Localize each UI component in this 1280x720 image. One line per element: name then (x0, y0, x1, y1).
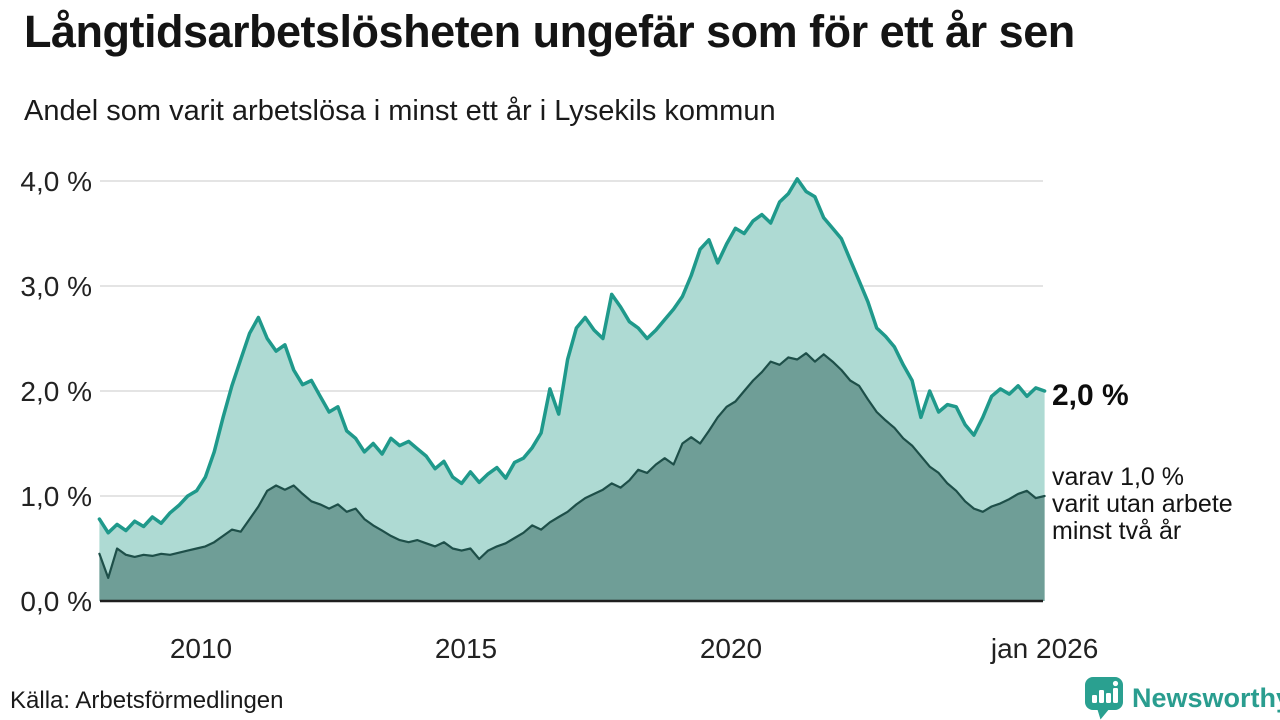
y-tick-label: 1,0 % (20, 481, 92, 512)
x-tick-label: 2015 (435, 633, 497, 664)
page-subtitle: Andel som varit arbetslösa i minst ett å… (24, 95, 776, 127)
newsworthy-logo-text: Newsworthy (1132, 682, 1280, 713)
y-tick-label: 4,0 % (20, 166, 92, 197)
series-end-sublabel: varav 1,0 % varit utan arbete minst två … (1052, 463, 1233, 545)
x-tick-label: 2010 (170, 633, 232, 664)
x-tick-label: jan 2026 (990, 633, 1098, 664)
series-line-minst-tva-ar (98, 352, 1046, 579)
x-tick-label: 2020 (700, 633, 762, 664)
page-title: Långtidsarbetslösheten ungefär som för e… (24, 6, 1075, 57)
y-tick-label: 2,0 % (20, 376, 92, 407)
newsworthy-logo-icon (1084, 676, 1125, 720)
y-tick-label: 3,0 % (20, 271, 92, 302)
source-label: Källa: Arbetsförmedlingen (10, 687, 284, 714)
y-tick-label: 0,0 % (20, 586, 92, 617)
newsworthy-logo: Newsworthy (1084, 676, 1280, 720)
series-end-value-label: 2,0 % (1052, 379, 1129, 412)
series-area-minst-tva-ar (99, 353, 1045, 601)
series-line-minst-ett-ar (97, 177, 1047, 535)
